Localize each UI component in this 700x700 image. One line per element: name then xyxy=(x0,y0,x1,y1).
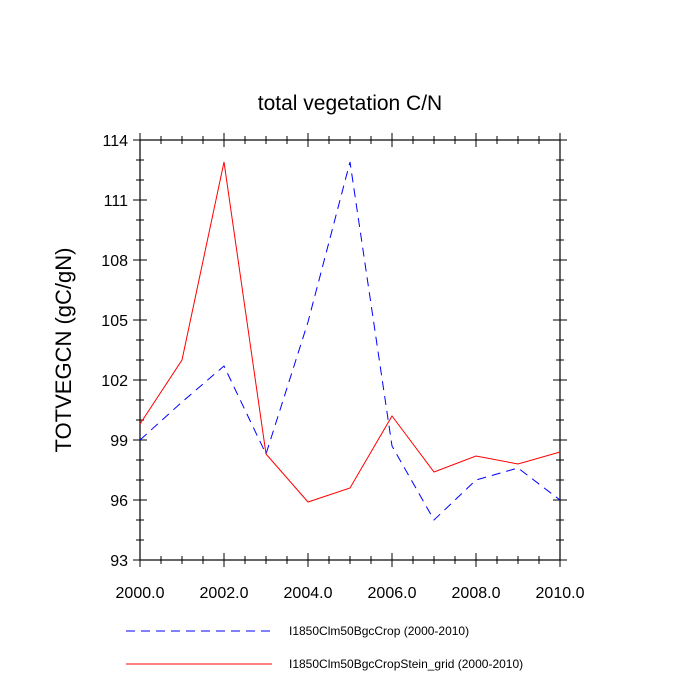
y-axis-label: TOTVEGCN (gC/gN) xyxy=(51,248,76,453)
y-tick-label: 108 xyxy=(101,253,128,270)
series-line-1 xyxy=(139,161,561,521)
x-tick-label: 2004.0 xyxy=(284,585,333,602)
x-tick-label: 2000.0 xyxy=(116,585,165,602)
y-tick-label: 99 xyxy=(110,433,128,450)
legend-label: I1850Clm50BgcCrop (2000-2010) xyxy=(289,624,469,638)
chart-title: total vegetation C/N xyxy=(258,92,442,115)
y-tick-label: 96 xyxy=(110,493,128,510)
x-tick-label: 2002.0 xyxy=(200,585,249,602)
legend-label: I1850Clm50BgcCropStein_grid (2000-2010) xyxy=(289,657,523,671)
y-tick-label: 105 xyxy=(101,313,128,330)
series-line-2 xyxy=(139,161,561,503)
legend: I1850Clm50BgcCrop (2000-2010) I1850Clm50B… xyxy=(126,624,523,671)
axis-ticks xyxy=(133,133,567,567)
y-tick-label: 114 xyxy=(102,133,128,150)
x-tick-label: 2010.0 xyxy=(536,585,585,602)
tick-labels: 93 96 99 102 105 108 111 114 2000.0 2002.0 2004.0 2… xyxy=(101,133,584,602)
y-tick-label: 102 xyxy=(101,373,128,390)
y-tick-label: 111 xyxy=(104,193,128,210)
y-tick-label: 93 xyxy=(110,553,128,570)
x-tick-label: 2008.0 xyxy=(452,585,501,602)
x-tick-label: 2006.0 xyxy=(368,585,417,602)
plot-frame xyxy=(139,139,561,561)
series-lines xyxy=(139,161,561,521)
